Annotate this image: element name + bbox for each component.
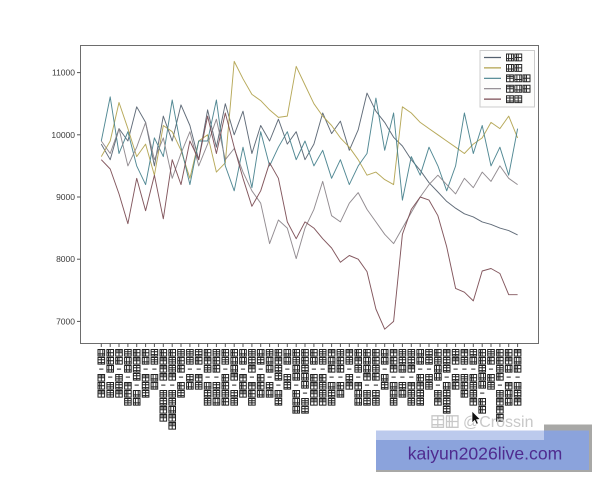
svg-text:9000: 9000: [56, 192, 75, 202]
svg-text:10000: 10000: [51, 130, 75, 140]
svg-text:11000: 11000: [52, 68, 75, 78]
svg-text:kaiyun2026live.com: kaiyun2026live.com: [408, 444, 563, 464]
svg-text:@Crossin: @Crossin: [463, 414, 533, 431]
svg-text:7000: 7000: [56, 316, 75, 326]
svg-text:8000: 8000: [56, 254, 75, 264]
